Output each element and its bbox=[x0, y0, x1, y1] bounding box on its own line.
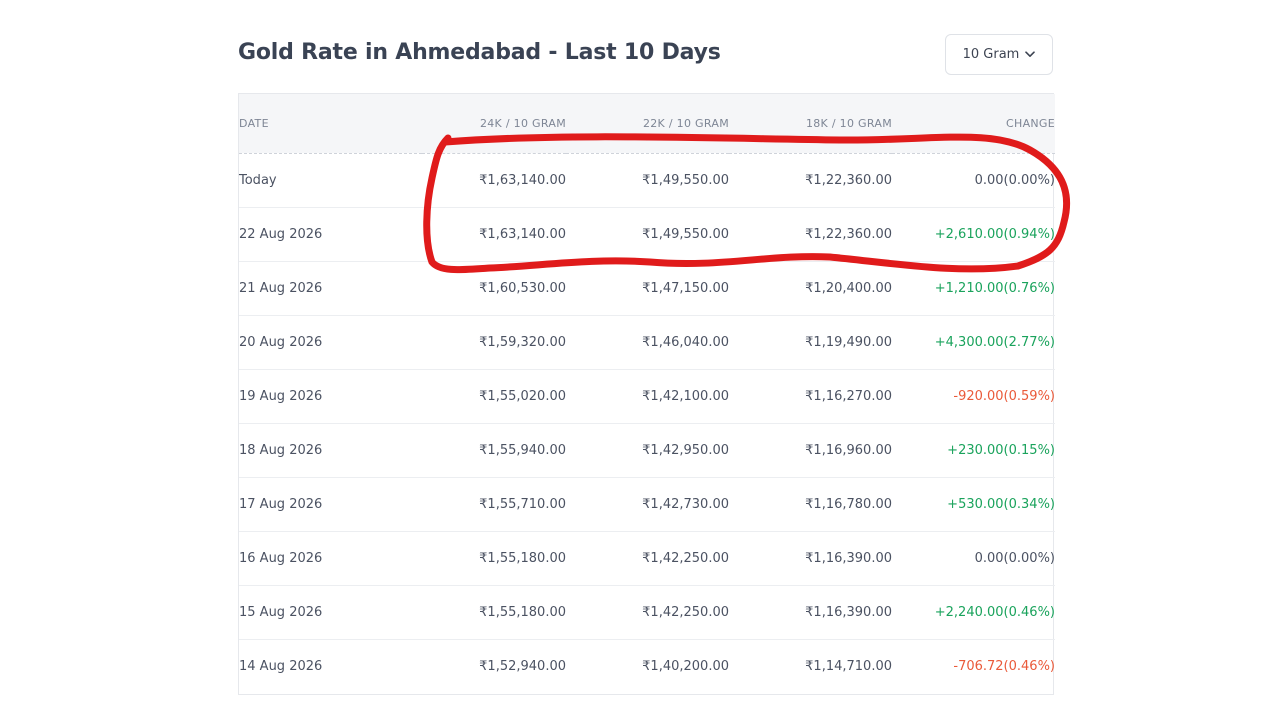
cell-22k-price: ₹1,42,250.00 bbox=[566, 584, 729, 639]
cell-change: 0.00(0.00%) bbox=[974, 172, 1055, 188]
cell-date: 15 Aug 2026 bbox=[239, 584, 422, 639]
cell-24k-price: ₹1,55,180.00 bbox=[422, 584, 566, 639]
cell-22k-price: ₹1,42,100.00 bbox=[566, 368, 729, 423]
cell-change: 0.00(0.00%) bbox=[892, 530, 1055, 585]
page-title: Gold Rate in Ahmedabad - Last 10 Days bbox=[238, 40, 721, 65]
cell-24k-price: ₹1,60,530.00 bbox=[422, 260, 566, 315]
header-24k: 24K / 10 GRAM bbox=[422, 94, 566, 154]
cell-18k-price: ₹1,14,710.00 bbox=[729, 638, 892, 693]
header-change: CHANGE bbox=[892, 94, 1055, 154]
gold-rate-table: DATE 24K / 10 GRAM 22K / 10 GRAM 18K / 1… bbox=[239, 94, 1055, 693]
table-row: 17 Aug 2026 ₹1,55,710.00 ₹1,42,730.00 ₹1,16… bbox=[239, 476, 1055, 531]
cell-22k-price: ₹1,42,730.00 bbox=[566, 476, 729, 531]
cell-change: -706.72(0.46%) bbox=[892, 638, 1055, 693]
cell-date: 20 Aug 2026 bbox=[239, 314, 422, 369]
cell-24k-price: ₹1,55,710.00 bbox=[422, 476, 566, 531]
cell-22k-price: ₹1,47,150.00 bbox=[566, 260, 729, 315]
cell-change: +4,300.00(2.77%) bbox=[892, 314, 1055, 369]
table-row: 22 Aug 2026 ₹1,63,140.00 ₹1,49,550.00 ₹1,22… bbox=[239, 206, 1055, 261]
cell-24k-price: ₹1,52,940.00 bbox=[422, 638, 566, 693]
table-row: 18 Aug 2026 ₹1,55,940.00 ₹1,42,950.00 ₹1,16… bbox=[239, 422, 1055, 477]
cell-18k-price: ₹1,16,390.00 bbox=[729, 584, 892, 639]
header-date: DATE bbox=[239, 94, 422, 154]
cell-18k-price: ₹1,22,360.00 bbox=[729, 206, 892, 261]
table-row: 21 Aug 2026 ₹1,60,530.00 ₹1,47,150.00 ₹1,20… bbox=[239, 260, 1055, 315]
cell-18k-price: ₹1,16,390.00 bbox=[729, 530, 892, 585]
table-header: DATE 24K / 10 GRAM 22K / 10 GRAM 18K / 1… bbox=[239, 94, 1055, 154]
cell-22k-price: ₹1,42,950.00 bbox=[566, 422, 729, 477]
table-body: Today ₹1,63,140.00 ₹1,49,550.00 ₹1,22,360.0… bbox=[239, 153, 1055, 693]
table-row: 15 Aug 2026 ₹1,55,180.00 ₹1,42,250.00 ₹1,16… bbox=[239, 584, 1055, 639]
table-row: 20 Aug 2026 ₹1,59,320.00 ₹1,46,040.00 ₹1,19… bbox=[239, 314, 1055, 369]
cell-18k-price: ₹1,16,780.00 bbox=[729, 476, 892, 531]
cell-change: +2,610.00(0.94%) bbox=[892, 206, 1055, 261]
cell-date: 19 Aug 2026 bbox=[239, 368, 422, 423]
gold-rate-table-container: DATE 24K / 10 GRAM 22K / 10 GRAM 18K / 1… bbox=[238, 93, 1055, 695]
cell-24k-price: ₹1,55,020.00 bbox=[422, 368, 566, 423]
cell-22k-price: ₹1,42,250.00 bbox=[566, 530, 729, 585]
cell-date: 17 Aug 2026 bbox=[239, 476, 422, 531]
cell-24k-price: ₹1,55,180.00 bbox=[422, 530, 566, 585]
cell-22k-price: ₹1,46,040.00 bbox=[566, 314, 729, 369]
cell-18k-price: ₹1,19,490.00 bbox=[729, 314, 892, 369]
cell-18k-price: ₹1,22,360.00 bbox=[805, 172, 892, 188]
cell-18k-price: ₹1,16,960.00 bbox=[729, 422, 892, 477]
cell-date: 18 Aug 2026 bbox=[239, 422, 422, 477]
cell-change: -920.00(0.59%) bbox=[892, 368, 1055, 423]
cell-24k-price: ₹1,63,140.00 bbox=[422, 206, 566, 261]
cell-24k-price: ₹1,63,140.00 bbox=[479, 172, 566, 188]
table-row: 16 Aug 2026 ₹1,55,180.00 ₹1,42,250.00 ₹1,16… bbox=[239, 530, 1055, 585]
cell-22k-price: ₹1,49,550.00 bbox=[566, 206, 729, 261]
cell-date: 21 Aug 2026 bbox=[239, 260, 422, 315]
header-18k: 18K / 10 GRAM bbox=[729, 94, 892, 154]
cell-18k-price: ₹1,16,270.00 bbox=[729, 368, 892, 423]
table-header-row: DATE 24K / 10 GRAM 22K / 10 GRAM 18K / 1… bbox=[239, 94, 1055, 154]
table-row: 19 Aug 2026 ₹1,55,020.00 ₹1,42,100.00 ₹1,16… bbox=[239, 368, 1055, 423]
cell-change: +230.00(0.15%) bbox=[892, 422, 1055, 477]
unit-dropdown-value: 10 Gram bbox=[962, 47, 1020, 62]
cell-date: 14 Aug 2026 bbox=[239, 638, 422, 693]
unit-dropdown[interactable]: 10 Gram bbox=[945, 34, 1053, 75]
chevron-down-icon bbox=[1025, 51, 1036, 58]
cell-date: 22 Aug 2026 bbox=[239, 206, 422, 261]
cell-22k-price: ₹1,49,550.00 bbox=[642, 172, 729, 188]
cell-date: 16 Aug 2026 bbox=[239, 530, 422, 585]
cell-22k-price: ₹1,40,200.00 bbox=[566, 638, 729, 693]
cell-change: +1,210.00(0.76%) bbox=[892, 260, 1055, 315]
cell-24k-price: ₹1,59,320.00 bbox=[422, 314, 566, 369]
table-row: Today ₹1,63,140.00 ₹1,49,550.00 ₹1,22,360.0… bbox=[239, 153, 1055, 207]
table-row: 14 Aug 2026 ₹1,52,940.00 ₹1,40,200.00 ₹1,14… bbox=[239, 638, 1055, 693]
cell-change: +530.00(0.34%) bbox=[892, 476, 1055, 531]
cell-date: Today bbox=[239, 172, 277, 188]
cell-18k-price: ₹1,20,400.00 bbox=[729, 260, 892, 315]
cell-24k-price: ₹1,55,940.00 bbox=[422, 422, 566, 477]
header-22k: 22K / 10 GRAM bbox=[566, 94, 729, 154]
cell-change: +2,240.00(0.46%) bbox=[892, 584, 1055, 639]
